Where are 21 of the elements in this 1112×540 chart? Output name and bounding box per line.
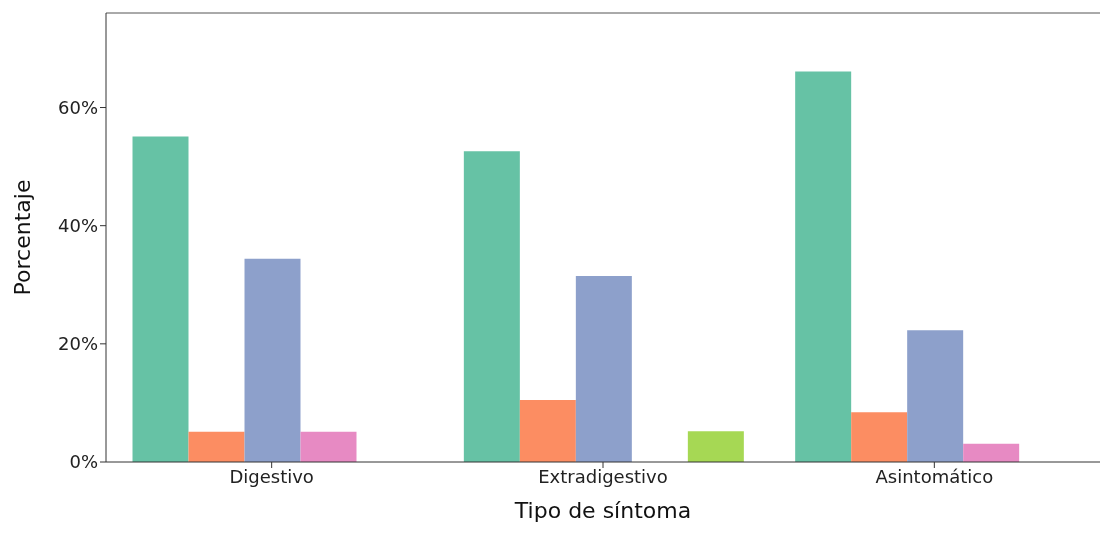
bar — [463, 151, 520, 462]
bar — [795, 71, 852, 462]
bar — [907, 330, 964, 462]
x-axis-title: Tipo de síntoma — [513, 498, 692, 523]
bar — [575, 275, 632, 462]
y-tick-label: 60% — [57, 96, 98, 118]
y-tick-label: 20% — [57, 333, 98, 355]
bar — [188, 431, 245, 462]
y-tick-label: 40% — [57, 215, 98, 237]
bar — [519, 399, 576, 462]
bar — [687, 431, 744, 462]
bar — [244, 258, 301, 462]
bar — [132, 136, 189, 462]
x-tick-label: Digestivo — [229, 465, 314, 487]
x-tick-label: Asintomático — [875, 465, 994, 487]
bar — [300, 431, 357, 462]
bar — [851, 412, 908, 462]
bar — [963, 443, 1020, 462]
y-tick-label: 0% — [69, 451, 98, 473]
x-tick-label: Extradigestivo — [538, 465, 668, 487]
y-axis-title: Porcentaje — [9, 179, 35, 296]
